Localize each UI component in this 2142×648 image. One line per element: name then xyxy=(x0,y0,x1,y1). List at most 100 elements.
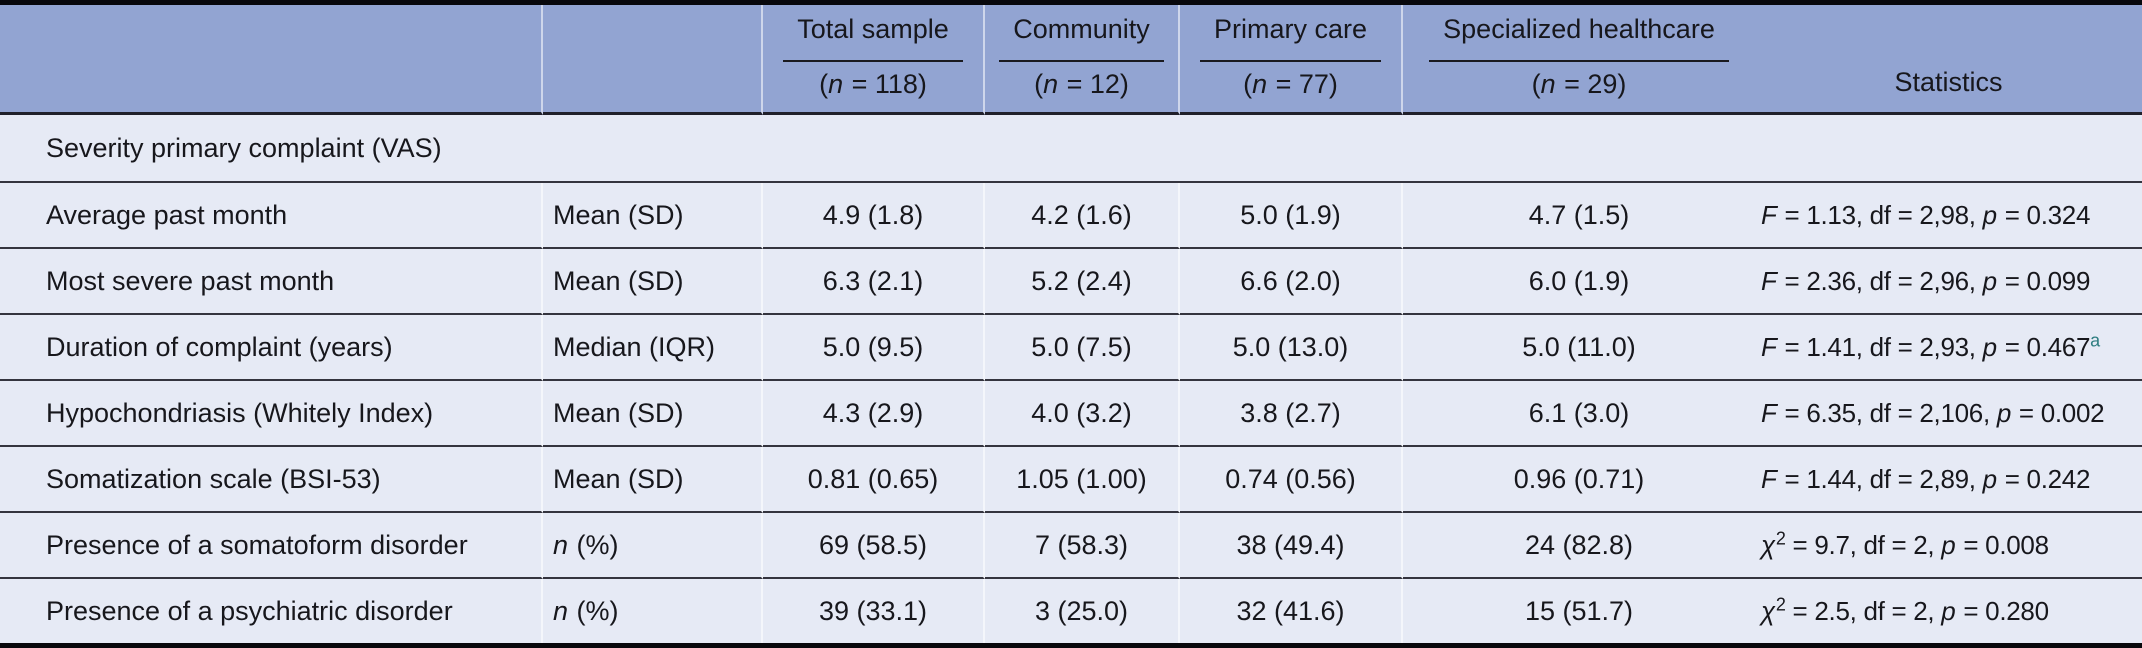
header-label: Statistics xyxy=(1894,67,2003,97)
row-value: 38 (49.4) xyxy=(1180,513,1403,579)
table-row: Average past month Mean (SD) 4.9 (1.8) 4.2 … xyxy=(0,183,2142,249)
table-header: Total sample Community Primary care Spec… xyxy=(0,5,2142,115)
n-symbol: n xyxy=(553,595,569,626)
table-row: Hypochondriasis (Whitely Index) Mean (SD)… xyxy=(0,381,2142,447)
header-col-primary-care: Primary care xyxy=(1180,5,1403,62)
row-statistics: χ2 = 2.5, df = 2, p = 0.280 xyxy=(1755,579,2142,643)
p-symbol: p xyxy=(1982,331,1997,362)
row-value: 0.74 (0.56) xyxy=(1180,447,1403,513)
stat-symbol: χ xyxy=(1761,595,1775,626)
row-measure: Mean (SD) xyxy=(543,249,763,315)
row-statistics: F = 2.36, df = 2,96, p = 0.099 xyxy=(1755,249,2142,315)
stat-symbol: F xyxy=(1761,199,1777,230)
footnote-marker: a xyxy=(2090,329,2100,350)
table-row: Somatization scale (BSI-53) Mean (SD) 0.81… xyxy=(0,447,2142,513)
row-value: 5.0 (11.0) xyxy=(1403,315,1755,381)
header-label: Total sample xyxy=(783,14,963,62)
row-value: 5.0 (9.5) xyxy=(763,315,985,381)
row-value: 0.96 (0.71) xyxy=(1403,447,1755,513)
n-count: 118 xyxy=(874,68,918,99)
table-row: Most severe past month Mean (SD) 6.3 (2.1)… xyxy=(0,249,2142,315)
n-symbol: n xyxy=(1540,68,1556,99)
row-value: 6.0 (1.9) xyxy=(1403,249,1755,315)
row-statistics: χ2 = 9.7, df = 2, p = 0.008 xyxy=(1755,513,2142,579)
table-row: Presence of a somatoform disorder n (%) 69… xyxy=(0,513,2142,579)
row-value: 4.3 (2.9) xyxy=(763,381,985,447)
table-body: Severity primary complaint (VAS) Average … xyxy=(0,115,2142,643)
section-row: Severity primary complaint (VAS) xyxy=(0,115,2142,183)
row-label: Most severe past month xyxy=(0,249,543,315)
row-measure: Mean (SD) xyxy=(543,381,763,447)
stat-symbol: F xyxy=(1761,463,1777,494)
row-value: 39 (33.1) xyxy=(763,579,985,643)
row-measure: Mean (SD) xyxy=(543,183,763,249)
n-symbol: n xyxy=(553,529,569,560)
p-symbol: p xyxy=(1982,463,1997,494)
row-statistics: F = 1.13, df = 2,98, p = 0.324 xyxy=(1755,183,2142,249)
row-measure: Median (IQR) xyxy=(543,315,763,381)
stat-symbol: F xyxy=(1761,265,1777,296)
p-symbol: p xyxy=(1941,595,1956,626)
row-value: 7 (58.3) xyxy=(985,513,1180,579)
row-value: 15 (51.7) xyxy=(1403,579,1755,643)
row-value: 4.7 (1.5) xyxy=(1403,183,1755,249)
row-label: Average past month xyxy=(0,183,543,249)
header-label: Primary care xyxy=(1199,14,1382,62)
header-empty-measure-cell xyxy=(543,5,763,115)
row-value: 3 (25.0) xyxy=(985,579,1180,643)
row-statistics: F = 1.44, df = 2,89, p = 0.242 xyxy=(1755,447,2142,513)
row-measure: Mean (SD) xyxy=(543,447,763,513)
row-value: 24 (82.8) xyxy=(1403,513,1755,579)
row-value: 1.05 (1.00) xyxy=(985,447,1180,513)
row-measure: n (%) xyxy=(543,513,763,579)
header-n-specialized-healthcare: (n = 29) xyxy=(1403,62,1755,115)
header-col-community: Community xyxy=(985,5,1180,62)
row-label: Somatization scale (BSI-53) xyxy=(0,447,543,513)
header-group-row: Total sample Community Primary care Spec… xyxy=(0,5,2142,115)
row-value: 5.0 (1.9) xyxy=(1180,183,1403,249)
row-label: Presence of a somatoform disorder xyxy=(0,513,543,579)
table-row: Duration of complaint (years) Median (IQR… xyxy=(0,315,2142,381)
section-label: Severity primary complaint (VAS) xyxy=(0,115,2142,183)
row-value: 3.8 (2.7) xyxy=(1180,381,1403,447)
row-value: 5.0 (13.0) xyxy=(1180,315,1403,381)
p-symbol: p xyxy=(1996,397,2011,428)
row-value: 5.0 (7.5) xyxy=(985,315,1180,381)
row-value: 6.3 (2.1) xyxy=(763,249,985,315)
header-n-row: (n = 118) (n = 12) (n = 77) (n = 29) xyxy=(0,62,2142,115)
n-symbol: n xyxy=(828,68,844,99)
header-label: Community xyxy=(999,14,1164,62)
n-symbol: n xyxy=(1043,68,1059,99)
header-n-total-sample: (n = 118) xyxy=(763,62,985,115)
p-symbol: p xyxy=(1982,265,1997,296)
row-value: 6.6 (2.0) xyxy=(1180,249,1403,315)
row-value: 4.0 (3.2) xyxy=(985,381,1180,447)
header-col-specialized-healthcare: Specialized healthcare xyxy=(1403,5,1755,62)
row-value: 4.2 (1.6) xyxy=(985,183,1180,249)
header-empty-label-cell xyxy=(0,5,543,115)
row-value: 32 (41.6) xyxy=(1180,579,1403,643)
header-col-total-sample: Total sample xyxy=(763,5,985,62)
row-value: 6.1 (3.0) xyxy=(1403,381,1755,447)
row-label: Hypochondriasis (Whitely Index) xyxy=(0,381,543,447)
row-statistics: F = 6.35, df = 2,106, p = 0.002 xyxy=(1755,381,2142,447)
p-symbol: p xyxy=(1941,529,1956,560)
stat-symbol: χ xyxy=(1761,529,1775,560)
row-measure: n (%) xyxy=(543,579,763,643)
n-count: 12 xyxy=(1089,68,1120,99)
stat-symbol: F xyxy=(1761,331,1777,362)
n-count: 77 xyxy=(1298,68,1329,99)
table-row: Presence of a psychiatric disorder n (%) 3… xyxy=(0,579,2142,643)
n-count: 29 xyxy=(1587,68,1618,99)
row-value: 0.81 (0.65) xyxy=(763,447,985,513)
row-value: 4.9 (1.8) xyxy=(763,183,985,249)
row-value: 69 (58.5) xyxy=(763,513,985,579)
header-label: Specialized healthcare xyxy=(1429,14,1729,62)
stat-exponent: 2 xyxy=(1775,527,1786,548)
header-n-community: (n = 12) xyxy=(985,62,1180,115)
row-statistics: F = 1.41, df = 2,93, p = 0.467a xyxy=(1755,315,2142,381)
n-symbol: n xyxy=(1252,68,1268,99)
row-label: Presence of a psychiatric disorder xyxy=(0,579,543,643)
header-col-statistics: Statistics xyxy=(1755,5,2142,115)
